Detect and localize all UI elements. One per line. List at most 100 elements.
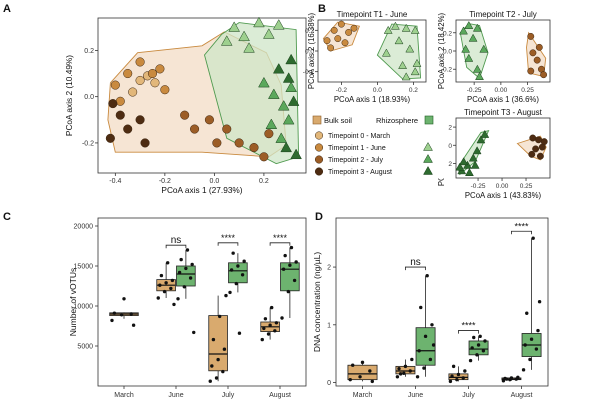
box-bulk <box>501 375 522 383</box>
y-tick-label: 0.2 <box>305 28 314 35</box>
data-point <box>423 334 428 339</box>
point-tp2 <box>234 138 244 148</box>
point-tp3 <box>540 138 548 146</box>
point-rh2 <box>285 81 297 92</box>
legend-row-label: Timepoint 3 - August <box>328 169 392 176</box>
box-bulk <box>156 261 176 307</box>
y-tick-label: 0.0 <box>305 49 314 56</box>
data-point <box>231 251 235 255</box>
point-tp1 <box>345 28 353 36</box>
point-rh2 <box>464 20 474 29</box>
point-rh1 <box>401 72 411 81</box>
y-tick-label: 0 <box>327 380 331 387</box>
y-axis-label: Number of vOTUs <box>68 268 78 337</box>
data-point <box>268 323 272 327</box>
data-point <box>410 357 414 362</box>
significance-label: **** <box>273 233 288 243</box>
data-point <box>176 297 180 301</box>
data-point <box>237 331 242 335</box>
data-point <box>164 281 168 285</box>
box-body <box>280 262 300 292</box>
x-tick-label: March <box>114 392 134 399</box>
point-tp3 <box>535 136 542 144</box>
legend-bulk-label: Bulk soil <box>324 116 352 125</box>
point-tp2 <box>212 138 222 148</box>
point-tp3 <box>536 152 544 160</box>
data-point <box>461 376 465 380</box>
point-tp0 <box>150 78 160 88</box>
y-axis-label: PCoA axis 2 (18.42%) <box>437 12 446 89</box>
point-rh3 <box>285 53 297 65</box>
point-rh1 <box>243 42 255 53</box>
significance-label: ns <box>410 257 421 268</box>
box-rhizo <box>415 274 436 379</box>
box-body <box>347 364 378 381</box>
data-point <box>403 364 408 369</box>
data-point <box>431 343 436 347</box>
point-tp1 <box>110 80 120 90</box>
point-rh3 <box>287 95 300 106</box>
panel-title: Timepoint T1 - June <box>337 10 408 19</box>
significance-bracket <box>511 230 532 235</box>
x-tick-label: June <box>168 392 183 399</box>
legend-bulk-swatch <box>312 115 322 125</box>
data-point <box>483 339 487 343</box>
data-point <box>509 376 514 380</box>
significance-bracket <box>405 266 426 271</box>
point-rh1 <box>220 35 233 46</box>
box-rhizo <box>468 334 489 363</box>
x-tick-label: 0.25 <box>520 183 533 190</box>
data-point <box>217 314 222 319</box>
x-axis-label: PCoA axis 1 (36.6%) <box>467 95 539 104</box>
data-point <box>214 376 219 380</box>
x-tick-label: 0.25 <box>521 87 534 94</box>
x-tick-label: August <box>511 392 533 399</box>
y-tick-label: 1 <box>327 322 331 329</box>
data-point <box>283 253 287 258</box>
point-rh2 <box>472 64 482 73</box>
data-point <box>228 290 232 295</box>
point-tp3 <box>528 150 536 158</box>
data-point <box>280 316 284 320</box>
x-tick-label: -0.25 <box>467 87 482 94</box>
data-point <box>169 286 173 291</box>
significance-label: **** <box>514 221 529 231</box>
box-bulk <box>260 305 280 342</box>
data-point <box>131 323 136 327</box>
data-point <box>266 332 271 336</box>
point-rh1 <box>263 28 275 39</box>
point-rh1 <box>383 25 393 34</box>
y-tick-label: 0.2 <box>84 48 94 55</box>
panel-a: -0.4 -0.2 0.0 0.2 -0.2 0.0 0.2 PCoA axis 1 (27.… <box>3 3 307 195</box>
box-body <box>176 265 196 287</box>
box-bulk <box>347 360 378 384</box>
box-bulk <box>109 297 139 327</box>
data-point <box>112 311 117 315</box>
data-point <box>119 313 124 317</box>
data-point <box>451 364 456 369</box>
panel-d: 0 1 2 March June July August ns **** **** DNA conc… <box>312 211 549 399</box>
data-point <box>188 276 193 280</box>
data-point <box>348 377 352 382</box>
data-point <box>529 337 534 341</box>
data-point <box>184 266 188 271</box>
point-tp2 <box>540 71 548 79</box>
y-axis-label: PCoA axis 2 (10.49%) <box>64 55 74 136</box>
data-point <box>190 262 194 267</box>
data-point <box>536 328 540 333</box>
point-rh2 <box>275 132 288 143</box>
data-point <box>262 326 266 331</box>
data-point <box>211 337 216 342</box>
significance-bracket <box>165 244 187 249</box>
legend-rhizo-swatch <box>424 115 434 125</box>
point-rh2 <box>472 23 482 32</box>
data-point <box>425 274 429 278</box>
data-point <box>229 268 234 272</box>
data-point <box>273 329 277 333</box>
point-tp1 <box>341 39 349 47</box>
data-point <box>417 349 421 353</box>
data-point <box>210 364 214 368</box>
data-point <box>476 343 481 347</box>
y-tick-label: 15000 <box>74 264 94 271</box>
